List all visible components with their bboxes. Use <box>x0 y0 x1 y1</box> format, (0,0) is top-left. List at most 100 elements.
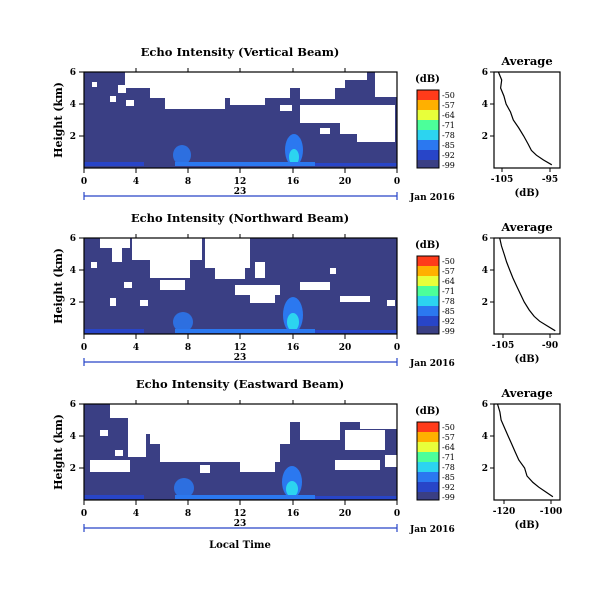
date-bar: 23 Jan 2016 <box>83 353 455 369</box>
date-bar: 23 Jan 2016 <box>83 519 455 535</box>
profile-x-label: (dB) <box>515 354 540 365</box>
colorbar-tick: -71 <box>442 287 455 296</box>
colorbar-swatch <box>417 452 439 462</box>
x-tick-label: 4 <box>133 343 139 353</box>
colorbar-swatch <box>417 140 439 150</box>
heatmap-area <box>84 238 397 334</box>
x-tick-label: 0 <box>394 343 400 353</box>
x-tick-label: 16 <box>287 343 300 353</box>
x-tick-label: 16 <box>287 509 300 519</box>
no-data-gaps <box>90 404 397 473</box>
colorbar-tick: -85 <box>442 307 455 316</box>
x-tick-label: 16 <box>287 177 300 187</box>
colorbar-swatch <box>417 316 439 326</box>
x-tick-label: 4 <box>133 177 139 187</box>
colorbar-tick: -64 <box>442 277 455 286</box>
profile-y-tick: 4 <box>482 432 488 442</box>
colorbar-swatch <box>417 492 439 500</box>
profile-y-tick: 6 <box>482 234 488 244</box>
y-tick-label: 6 <box>70 400 76 410</box>
colorbar-swatch <box>417 130 439 140</box>
x-tick-labels: 0 4 8 12 16 20 0 <box>81 177 400 187</box>
colorbar-swatch <box>417 442 439 452</box>
colorbar-swatch <box>417 326 439 334</box>
colorbar-swatch <box>417 482 439 492</box>
profile-title: Average <box>500 220 552 234</box>
y-tick-label: 2 <box>70 132 76 142</box>
colorbar-tick: -64 <box>442 111 455 120</box>
profile-plot: Average 6 4 2 -120 -100 (dB) <box>482 386 563 531</box>
profile-x-tick: -120 <box>493 507 516 517</box>
colorbar-frame <box>416 421 440 501</box>
profile-plot: Average 6 4 2 -105 -90 (dB) <box>482 220 561 365</box>
colorbar-tick: -92 <box>442 483 455 492</box>
y-tick-label: 2 <box>70 298 76 308</box>
profile-frame <box>493 237 561 335</box>
x-tick-labels: 0 4 8 12 16 20 0 <box>81 343 400 353</box>
colorbar-tick: -78 <box>442 297 455 306</box>
x-tick-label: 0 <box>394 177 400 187</box>
x-tick-label: 0 <box>394 509 400 519</box>
colorbar-tick: -57 <box>442 433 455 442</box>
y-tick-labels: 6 4 2 <box>70 234 76 308</box>
profile-line <box>499 237 556 332</box>
profile-y-tick: 2 <box>482 464 488 474</box>
colorbar-swatch <box>417 422 439 432</box>
x-tick-label: 8 <box>185 509 191 519</box>
colorbar-tick: -57 <box>442 101 455 110</box>
x-tick-label: 0 <box>81 343 87 353</box>
profile-line <box>497 71 553 166</box>
x-tick-label: 12 <box>234 509 247 519</box>
heatmap-area <box>84 404 397 500</box>
colorbar: (dB) -50 -57 -64 -71 -78 -85 -92 -99 <box>415 406 455 502</box>
colorbar-swatch <box>417 100 439 110</box>
profile-y-tick: 2 <box>482 132 488 142</box>
x-tick-label: 4 <box>133 509 139 519</box>
date-day: 23 <box>234 519 247 529</box>
colorbar-tick: -85 <box>442 141 455 150</box>
x-tick-label: 0 <box>81 177 87 187</box>
x-axis-label: Local Time <box>209 540 271 551</box>
date-day: 23 <box>234 353 247 363</box>
colorbar-swatch <box>417 150 439 160</box>
x-tick-label: 12 <box>234 343 247 353</box>
y-tick-labels: 6 4 2 <box>70 68 76 142</box>
echo-features <box>84 134 397 166</box>
heatmap-area <box>84 72 397 168</box>
colorbar-tick: -99 <box>442 161 455 170</box>
colorbar: (dB) -50 -57 -64 -71 -78 -85 -92 -99 <box>415 240 455 336</box>
date-bar: 23 Jan 2016 <box>83 187 455 203</box>
colorbar: (dB) -50 -57 -64 -71 -78 -85 -92 -99 <box>415 74 455 170</box>
echo-features <box>84 297 397 333</box>
x-tick-label: 20 <box>339 509 352 519</box>
panel-northward: Echo Intensity (Northward Beam) <box>52 211 561 369</box>
profile-plot: Average 6 4 2 -105 -95 (dB) <box>482 54 561 199</box>
profile-x-tick: -105 <box>491 175 514 185</box>
colorbar-swatch <box>417 266 439 276</box>
colorbar-tick: -71 <box>442 453 455 462</box>
y-tick-label: 6 <box>70 68 76 78</box>
y-tick-label: 4 <box>70 266 76 276</box>
colorbar-frame <box>416 89 440 169</box>
colorbar-tick: -64 <box>442 443 455 452</box>
profile-x-tick: -105 <box>492 341 515 351</box>
colorbar-tick: -85 <box>442 473 455 482</box>
colorbar-tick: -57 <box>442 267 455 276</box>
colorbar-tick: -92 <box>442 151 455 160</box>
no-data-gaps <box>91 238 395 306</box>
y-axis-label: Height (km) <box>52 414 65 490</box>
panel-vertical: Echo Intensity (Vertical Beam) <box>52 45 561 203</box>
y-axis-label: Height (km) <box>52 248 65 324</box>
colorbar-swatch <box>417 276 439 286</box>
profile-y-tick: 2 <box>482 298 488 308</box>
y-axis-label: Height (km) <box>52 82 65 158</box>
x-tick-label: 0 <box>81 509 87 519</box>
x-tick-label: 12 <box>234 177 247 187</box>
colorbar-swatch <box>417 110 439 120</box>
y-tick-labels: 6 4 2 <box>70 400 76 474</box>
colorbar-tick: -78 <box>442 131 455 140</box>
echo-features <box>84 466 397 499</box>
colorbar-tick: -92 <box>442 317 455 326</box>
no-data-gaps <box>92 72 397 142</box>
colorbar-frame <box>416 255 440 335</box>
